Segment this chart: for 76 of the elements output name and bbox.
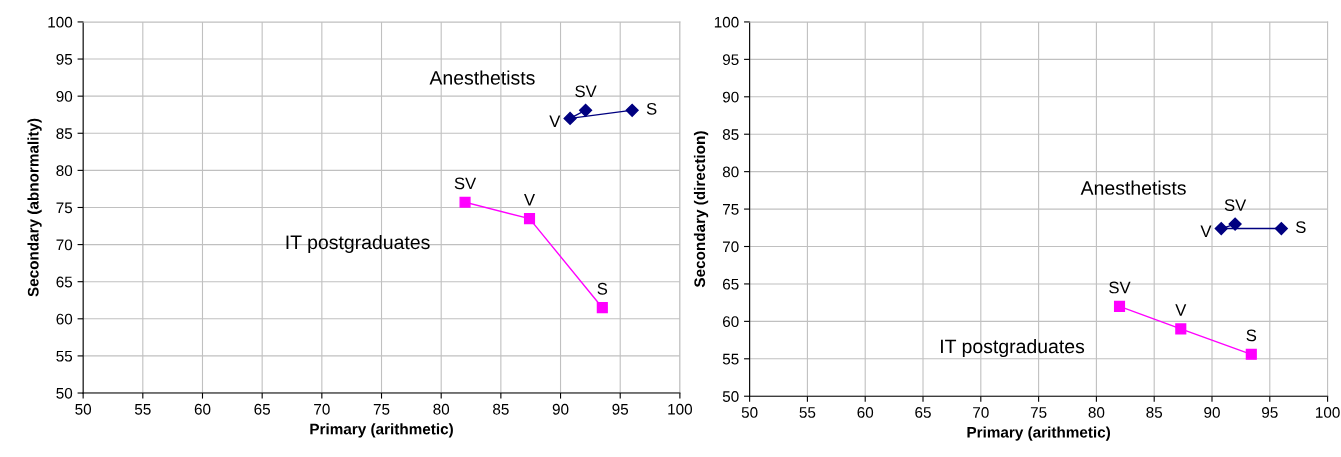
y-tick-label: 80 [56,165,73,177]
x-tick-label: 90 [552,403,569,415]
annotation: S [1246,329,1257,342]
x-tick-label: 100 [1316,407,1340,418]
y-tick-label: 55 [56,350,73,362]
x-axis-title: Primary (arithmetic) [310,423,453,438]
y-tick-label: 70 [56,239,73,251]
y-tick-label: 60 [722,316,739,328]
point [1113,300,1126,312]
y-tick-label: 65 [56,276,73,288]
annotation: S [597,282,608,295]
y-tick-label: 85 [722,129,739,140]
x-tick-label: 90 [1204,407,1220,418]
point [625,103,639,117]
x-tick-label: 50 [741,407,758,418]
x-tick-label: 85 [1146,407,1163,418]
annotation: V [1200,225,1212,238]
annotation: S [1296,221,1306,234]
point [523,213,536,225]
x-tick-label: 55 [799,407,816,418]
y-tick-label: 75 [722,204,739,215]
point [1274,221,1288,236]
point [459,196,471,208]
x-tick-label: 70 [314,403,330,415]
annotation: SV [1109,281,1131,294]
x-tick-label: 65 [915,407,931,418]
y-axis-title: Secondary (abnormality) [27,118,42,297]
x-tick-label: 100 [668,403,693,415]
annotation: S [646,102,657,115]
annotation: V [1175,304,1187,316]
x-tick-label: 95 [1262,407,1278,418]
x-tick-label: 70 [973,407,989,418]
y-tick-label: 95 [56,53,73,65]
text: Anesthetists [429,70,535,85]
x-tick-label: 75 [1030,407,1047,418]
annotation: SV [454,177,477,190]
y-tick-label: 55 [722,353,739,365]
y-tick-label: 50 [722,391,739,402]
y-tick-label: 65 [722,278,739,290]
y-tick-label: 100 [48,16,73,28]
annotation: SV [1224,199,1247,212]
point [579,103,593,117]
text: IT postgraduates [941,338,1085,358]
x-tick-label: 80 [1088,407,1105,418]
x-tick-label: 75 [373,404,390,415]
annotation: V [549,115,561,127]
y-tick-label: 100 [714,16,739,28]
x-tick-label: 95 [612,403,629,415]
y-tick-label: 70 [722,241,739,253]
annotation: V [524,193,535,206]
text: Anesthetists [1080,180,1186,195]
y-tick-label: 90 [56,91,73,102]
x-tick-label: 65 [254,403,271,415]
x-tick-label: 50 [75,403,92,415]
x-tick-label: 85 [493,403,509,415]
annotation: SV [575,85,597,98]
y-tick-label: 95 [722,54,739,66]
x-tick-label: 60 [857,407,874,418]
y-tick-label: 50 [56,387,73,399]
y-tick-label: 60 [56,313,73,325]
y-tick-label: 75 [56,202,73,214]
y-tick-label: 90 [722,91,739,103]
x-tick-label: 80 [433,403,450,415]
point [563,111,577,126]
x-tick-label: 60 [194,403,211,415]
y-axis-title: Secondary (direction) [693,131,709,288]
x-axis-title: Primary (arithmetic) [967,426,1111,441]
y-tick-label: 80 [722,166,739,178]
point [1214,221,1228,236]
point [1175,323,1187,335]
point [1245,348,1257,360]
y-tick-label: 85 [56,128,73,139]
point [1228,217,1242,231]
text: IT postgraduates [286,234,430,254]
x-tick-label: 55 [134,404,151,415]
point [596,302,608,314]
